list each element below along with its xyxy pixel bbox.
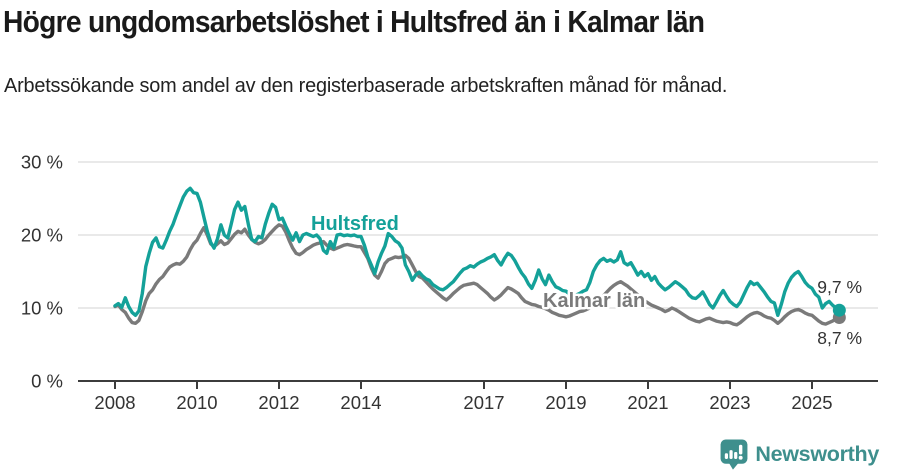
x-axis-label-2021: 2021	[627, 392, 668, 413]
series-end-dot-hultsfred	[832, 303, 846, 317]
series-end-value-label-hultsfred: 9,7 %	[817, 277, 862, 297]
x-axis-label-2023: 2023	[709, 392, 750, 413]
y-axis-label-10: 10 %	[21, 298, 63, 319]
y-axis-label-0: 0 %	[31, 371, 63, 392]
x-axis-label-2025: 2025	[791, 392, 832, 413]
x-axis-label-2014: 2014	[340, 392, 381, 413]
y-axis-label-20: 20 %	[21, 225, 63, 246]
page-title: Högre ungdomsarbetslöshet i Hultsfred än…	[3, 4, 705, 39]
newsworthy-bubble-chart-icon	[720, 439, 748, 470]
series-end-value-label-kalmar: 8,7 %	[817, 328, 862, 348]
x-axis-label-2012: 2012	[258, 392, 299, 413]
x-axis-label-2010: 2010	[176, 392, 217, 413]
x-axis-label-2008: 2008	[94, 392, 135, 413]
page-subtitle: Arbetssökande som andel av den registerb…	[4, 74, 728, 97]
x-axis-label-2017: 2017	[463, 392, 504, 413]
x-axis-label-2019: 2019	[545, 392, 586, 413]
series-name-label-hultsfred: Hultsfred	[311, 213, 399, 235]
newsworthy-logo[interactable]: Newsworthy	[720, 439, 879, 470]
series-line-hultsfred	[113, 186, 841, 317]
series-line-kalmar	[113, 223, 841, 327]
y-axis-label-30: 30 %	[21, 152, 63, 173]
newsworthy-wordmark: Newsworthy	[755, 442, 879, 466]
series-name-label-kalmar: Kalmar län	[543, 290, 645, 312]
